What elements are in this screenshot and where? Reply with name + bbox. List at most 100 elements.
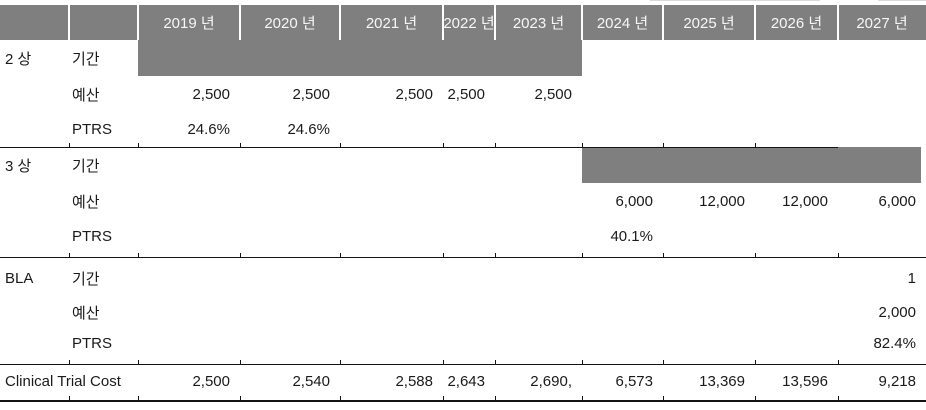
cell-period-2027: 1	[907, 269, 916, 287]
column-tick	[838, 360, 839, 365]
header-year-2024: 2024 년	[596, 15, 649, 32]
column-tick	[495, 360, 496, 365]
header-separator	[662, 5, 664, 40]
cell-ptrs-2024: 40.1%	[610, 227, 653, 245]
cell-ptrs-2019: 24.6%	[187, 120, 230, 138]
cropped-border-fragment	[650, 0, 820, 1]
row-label: PTRS	[72, 120, 113, 138]
column-tick	[582, 143, 583, 148]
column-tick	[755, 143, 756, 148]
column-tick	[663, 253, 664, 258]
cell-budget-2027: 6,000	[878, 192, 916, 210]
cell-total-2021: 2,588	[395, 372, 433, 390]
cell-ptrs-2020: 24.6%	[287, 120, 330, 138]
column-tick	[495, 396, 496, 401]
year-header-band	[0, 5, 926, 40]
row-label: 기간	[72, 270, 100, 288]
phase3-period-bar	[582, 147, 921, 183]
cell-budget-2027: 2,000	[878, 303, 916, 321]
header-separator	[494, 5, 496, 40]
row-label: PTRS	[72, 334, 113, 352]
column-tick	[582, 396, 583, 401]
row-phase2-budget: 예산 2,500 2,500 2,500 2,500 2,500	[0, 80, 926, 108]
cell-total-2019: 2,500	[192, 372, 230, 390]
cell-budget-2021: 2,500	[395, 85, 433, 103]
column-tick	[755, 253, 756, 258]
column-tick	[663, 360, 664, 365]
column-tick	[443, 253, 444, 258]
section-divider	[0, 364, 926, 365]
row-bla-budget: 예산 2,000	[0, 298, 926, 326]
row-bla-period: BLA 기간 1	[0, 264, 926, 292]
cell-budget-2024: 6,000	[615, 192, 653, 210]
header-separator	[837, 5, 839, 40]
row-clinical-trial-cost: Clinical Trial Cost 2,500 2,540 2,588 2,…	[0, 367, 926, 395]
column-tick	[755, 360, 756, 365]
column-tick	[495, 253, 496, 258]
cell-budget-2025: 12,000	[699, 192, 745, 210]
row-phase2-period: 2 상 기간	[0, 44, 926, 72]
row-label: 예산	[72, 86, 100, 104]
cell-budget-2022: 2,500	[447, 85, 485, 103]
row-label: 예산	[72, 193, 100, 211]
cropped-border-fragment	[878, 0, 926, 1]
row-label: 예산	[72, 304, 100, 322]
header-separator	[442, 5, 444, 40]
phase-label: 3 상	[5, 157, 32, 175]
column-tick	[443, 143, 444, 148]
column-tick	[663, 396, 664, 401]
column-tick	[69, 360, 70, 365]
header-year-2025: 2025 년	[683, 15, 735, 32]
column-tick	[755, 396, 756, 401]
cell-total-2023: 2,690,	[530, 372, 572, 390]
column-tick	[69, 253, 70, 258]
column-tick	[340, 396, 341, 401]
row-phase2-ptrs: PTRS 24.6% 24.6%	[0, 115, 926, 143]
column-tick	[69, 143, 70, 148]
column-tick	[663, 143, 664, 148]
section-divider	[0, 147, 838, 148]
row-label: 기간	[72, 50, 100, 68]
cell-total-2025: 13,369	[699, 372, 745, 390]
column-tick	[582, 360, 583, 365]
bottom-rule	[0, 400, 926, 402]
row-phase3-period: 3 상 기간	[0, 151, 926, 179]
total-label: Clinical Trial Cost	[5, 372, 121, 390]
column-tick	[240, 143, 241, 148]
header-separator	[339, 5, 341, 40]
column-tick	[443, 360, 444, 365]
header-separator	[137, 5, 139, 40]
phase2-period-bar	[138, 40, 582, 76]
header-separator	[239, 5, 241, 40]
header-year-2022: 2022 년	[443, 15, 495, 32]
cell-budget-2026: 12,000	[782, 192, 828, 210]
column-tick	[138, 253, 139, 258]
header-separator	[68, 5, 70, 40]
column-tick	[240, 360, 241, 365]
row-label: 기간	[72, 157, 100, 175]
header-separator	[581, 5, 583, 40]
column-tick	[138, 143, 139, 148]
column-tick	[69, 396, 70, 401]
column-tick	[138, 396, 139, 401]
column-tick	[340, 360, 341, 365]
header-year-2027: 2027 년	[856, 15, 908, 32]
column-tick	[340, 143, 341, 148]
cell-total-2020: 2,540	[292, 372, 330, 390]
column-tick	[495, 143, 496, 148]
cell-budget-2019: 2,500	[192, 85, 230, 103]
section-divider	[0, 257, 926, 258]
column-tick	[240, 396, 241, 401]
cell-budget-2023: 2,500	[534, 85, 572, 103]
cell-total-2024: 6,573	[615, 372, 653, 390]
row-label: PTRS	[72, 227, 113, 245]
column-tick	[240, 253, 241, 258]
row-phase3-ptrs: PTRS 40.1%	[0, 222, 926, 250]
phase-label: BLA	[5, 269, 34, 287]
column-tick	[838, 396, 839, 401]
phase-label: 2 상	[5, 50, 32, 68]
header-separator	[754, 5, 756, 40]
header-year-2019: 2019 년	[163, 15, 215, 32]
header-year-2020: 2020 년	[264, 15, 316, 32]
